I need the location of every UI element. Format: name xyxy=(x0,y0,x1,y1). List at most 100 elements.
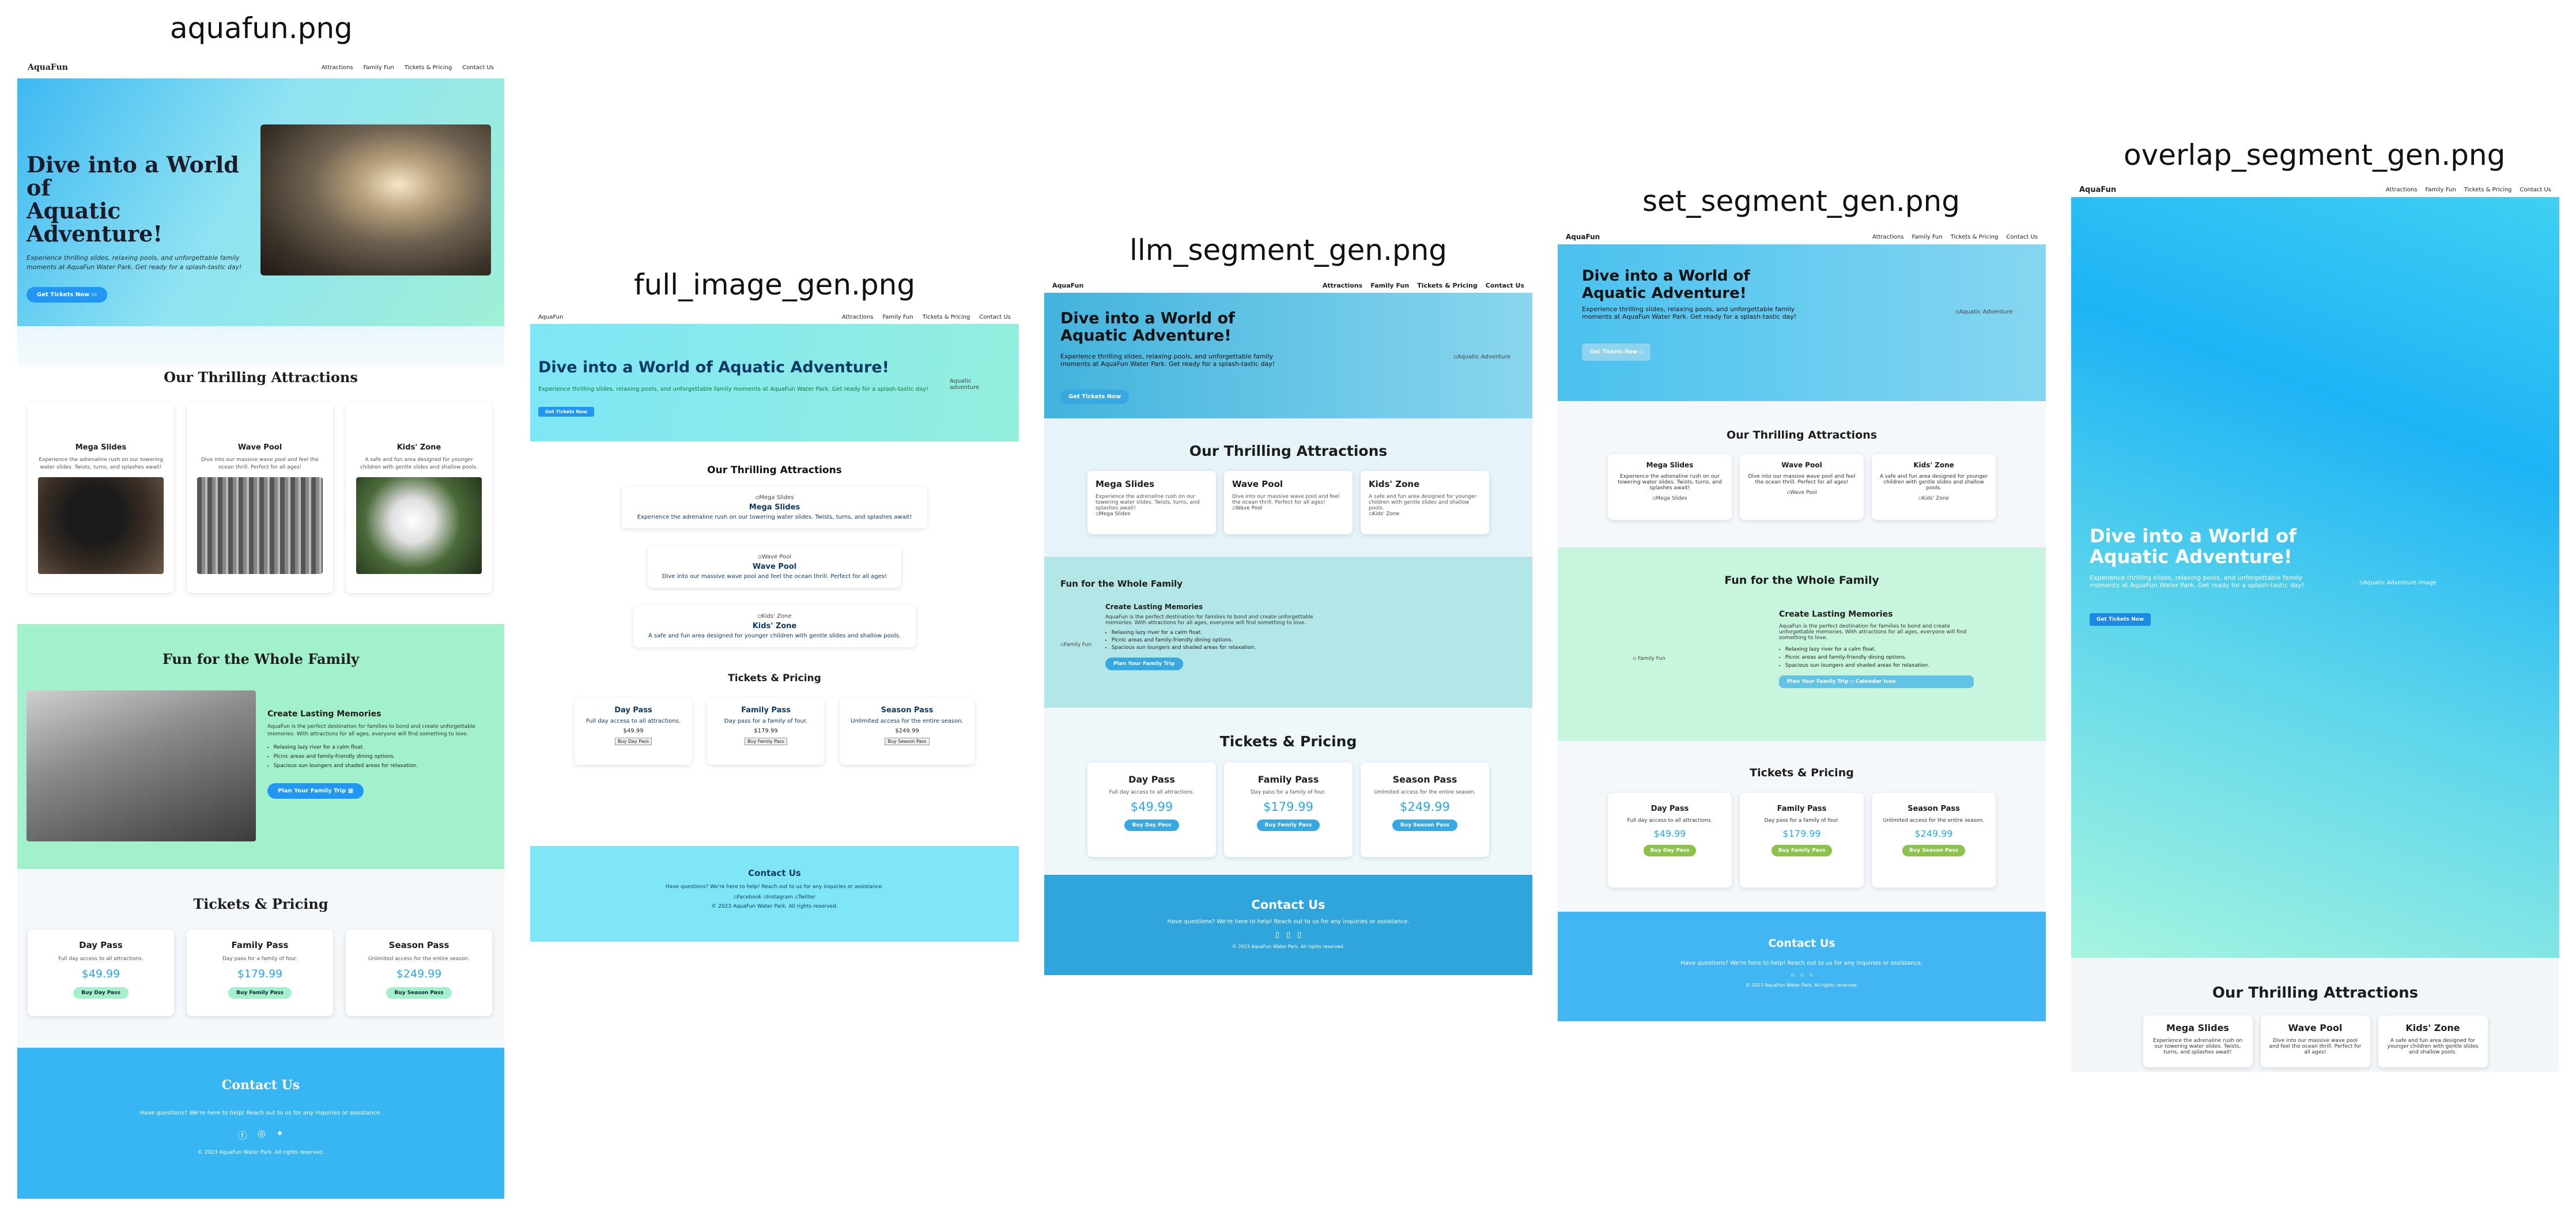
attraction-image xyxy=(197,477,323,574)
attraction-card: Kids' Zone A safe and fun area designed … xyxy=(346,403,492,593)
nav-family-fun[interactable]: Family Fun xyxy=(363,64,394,71)
get-tickets-button[interactable]: Get Tickets Now ▭ xyxy=(27,287,108,303)
facebook-icon[interactable]: ▫Facebook xyxy=(733,894,762,900)
hero-section: Dive into a World of Aquatic Adventure! E… xyxy=(1044,293,1532,418)
nav-contact[interactable]: Contact Us xyxy=(979,314,1011,320)
instagram-icon[interactable]: ▫Instagram xyxy=(763,894,794,900)
attraction-card: Mega Slides Experience the adrenaline ru… xyxy=(28,403,174,593)
buy-season-pass-button[interactable]: Buy Season Pass xyxy=(386,987,452,999)
plan-family-trip-button[interactable]: Plan Your Family Trip ▦ xyxy=(267,783,364,799)
ticket-card: Family Pass Day pass for a family of fou… xyxy=(707,698,825,765)
nav-tickets[interactable]: Tickets & Pricing xyxy=(404,64,452,71)
twitter-icon[interactable]: ▫ xyxy=(1809,972,1813,978)
ticket-card: Season Pass Unlimited access for the ent… xyxy=(1872,793,1996,888)
panel-set-segment: AquaFun Attractions Family Fun Tickets &… xyxy=(1558,229,2046,1025)
buy-day-pass-button[interactable]: Buy Day Pass xyxy=(1643,845,1697,856)
panel-aquafun: AquaFun Attractions Family Fun Tickets &… xyxy=(17,56,504,1199)
hero-section: Dive into a World of Aquatic Adventure! … xyxy=(530,324,1019,441)
nav-contact[interactable]: Contact Us xyxy=(2520,186,2551,193)
hero-section: Dive into a World of Aquatic Adventure! E… xyxy=(1558,244,2046,401)
buy-family-pass-button[interactable]: Buy Family Pass xyxy=(745,738,787,745)
buy-season-pass-button[interactable]: Buy Season Pass xyxy=(1392,820,1458,831)
logo[interactable]: AquaFun xyxy=(1052,281,1084,289)
attraction-card: Wave Pool Dive into our massive wave poo… xyxy=(187,403,333,593)
nav-family-fun[interactable]: Family Fun xyxy=(1912,233,1943,240)
twitter-icon[interactable]: ✦ xyxy=(275,1128,284,1139)
facebook-icon[interactable]: ▫ xyxy=(1791,972,1795,978)
instagram-icon[interactable]: ▯ xyxy=(1286,931,1291,939)
nav-attractions[interactable]: Attractions xyxy=(841,314,874,320)
nav-tickets[interactable]: Tickets & Pricing xyxy=(1950,233,1999,240)
buy-day-pass-button[interactable]: Buy Day Pass xyxy=(615,738,652,745)
nav-family-fun[interactable]: Family Fun xyxy=(2425,186,2456,193)
logo[interactable]: AquaFun xyxy=(1566,233,1600,241)
get-tickets-button[interactable]: Get Tickets Now xyxy=(2090,613,2151,626)
get-tickets-button[interactable]: Get Tickets Now ▫ xyxy=(1582,343,1651,361)
ticket-card: Family Pass Day pass for a family of fou… xyxy=(1740,793,1864,888)
hero-title: Dive into a World of Aquatic Adventure! xyxy=(27,152,239,247)
panel-llm-segment: AquaFun Attractions Family Fun Tickets &… xyxy=(1044,278,1532,975)
nav-contact[interactable]: Contact Us xyxy=(2006,233,2038,240)
panel-title-set-segment: set_segment_gen.png xyxy=(1642,184,1960,218)
ticket-card: Family Pass Day pass for a family of fou… xyxy=(1224,762,1353,857)
hero-image xyxy=(260,124,491,275)
buy-season-pass-button[interactable]: Buy Season Pass xyxy=(1902,845,1966,856)
instagram-icon[interactable]: ▫ xyxy=(1800,972,1804,978)
nav-family-fun[interactable]: Family Fun xyxy=(1370,281,1410,289)
attraction-card: Wave Pool Dive into our massive wave poo… xyxy=(1224,471,1353,534)
attraction-card: Mega Slides Experience the adrenaline ru… xyxy=(1087,471,1216,534)
attraction-image xyxy=(38,477,164,574)
buy-family-pass-button[interactable]: Buy Family Pass xyxy=(1771,845,1833,856)
family-image xyxy=(27,690,256,841)
buy-day-pass-button[interactable]: Buy Day Pass xyxy=(1124,820,1180,831)
nav-tickets[interactable]: Tickets & Pricing xyxy=(2464,186,2512,193)
nav-tickets[interactable]: Tickets & Pricing xyxy=(922,314,970,320)
calendar-icon: ▫ Calendar Icon xyxy=(1850,679,1896,685)
nav-tickets[interactable]: Tickets & Pricing xyxy=(1417,281,1478,289)
family-section: Fun for the Whole Family ▫Family Fun Cre… xyxy=(1044,557,1532,708)
ticket-icon: ▫ xyxy=(1639,349,1643,355)
ticket-card: Season Pass Unlimited access for the ent… xyxy=(346,930,492,1016)
attraction-card: Wave Pool Dive into our massive wave poo… xyxy=(2260,1015,2370,1067)
attraction-card: Kids' Zone A safe and fun area designed … xyxy=(2378,1015,2488,1067)
instagram-icon[interactable]: ◎ xyxy=(257,1128,266,1139)
nav-contact[interactable]: Contact Us xyxy=(462,64,494,71)
family-section: Fun for the Whole Family ▫ Family Fun Cr… xyxy=(1558,547,2046,741)
nav-family-fun[interactable]: Family Fun xyxy=(882,314,913,320)
attraction-card: Kids' Zone A safe and fun area designed … xyxy=(1872,454,1996,520)
panel-full-image: AquaFun Attractions Family Fun Tickets &… xyxy=(530,310,1019,942)
plan-family-trip-button[interactable]: Plan Your Family Trip xyxy=(1105,658,1183,670)
facebook-icon[interactable]: ▯ xyxy=(1275,931,1279,939)
facebook-icon[interactable]: ⓕ xyxy=(237,1130,247,1141)
ticket-card: Season Pass Unlimited access for the ent… xyxy=(1361,762,1489,857)
contact-section: Contact Us Have questions? We're here to… xyxy=(530,846,1019,942)
buy-day-pass-button[interactable]: Buy Day Pass xyxy=(73,987,129,999)
attraction-card: Wave Pool Dive into our massive wave poo… xyxy=(1740,454,1864,520)
logo[interactable]: AquaFun xyxy=(2079,185,2117,194)
nav-attractions[interactable]: Attractions xyxy=(1322,281,1363,289)
get-tickets-button[interactable]: Get Tickets Now xyxy=(538,407,595,417)
panel-title-llm-segment: llm_segment_gen.png xyxy=(1130,233,1448,267)
nav-contact[interactable]: Contact Us xyxy=(1485,281,1524,289)
logo[interactable]: AquaFun xyxy=(28,63,68,72)
nav-attractions[interactable]: Attractions xyxy=(1872,233,1904,240)
attraction-card: ▫Kids' Zone Kids' Zone A safe and fun ar… xyxy=(633,605,916,647)
buy-family-pass-button[interactable]: Buy Family Pass xyxy=(228,987,292,999)
contact-section: Contact Us Have questions? We're here to… xyxy=(17,1048,504,1199)
nav-attractions[interactable]: Attractions xyxy=(2385,186,2418,193)
logo[interactable]: AquaFun xyxy=(538,314,564,320)
ticket-card: Day Pass Full day access to all attracti… xyxy=(28,930,174,1016)
ticket-card: Day Pass Full day access to all attracti… xyxy=(1087,762,1216,857)
nav-attractions[interactable]: Attractions xyxy=(321,64,353,71)
get-tickets-button[interactable]: Get Tickets Now xyxy=(1060,390,1130,404)
twitter-icon[interactable]: ▯ xyxy=(1297,931,1302,939)
hero-section: Dive into a World of Aquatic Adventure! E… xyxy=(17,78,504,326)
buy-season-pass-button[interactable]: Buy Season Pass xyxy=(885,738,930,745)
buy-family-pass-button[interactable]: Buy Family Pass xyxy=(1256,820,1320,831)
ticket-icon: ▭ xyxy=(91,292,97,298)
attraction-image xyxy=(356,477,482,574)
panel-title-aquafun: aquafun.png xyxy=(170,12,353,45)
contact-section: Contact Us Have questions? We're here to… xyxy=(1044,875,1532,975)
plan-family-trip-button[interactable]: Plan Your Family Trip ▫ Calendar Icon xyxy=(1779,675,1974,688)
twitter-icon[interactable]: ▫Twitter xyxy=(794,894,816,900)
